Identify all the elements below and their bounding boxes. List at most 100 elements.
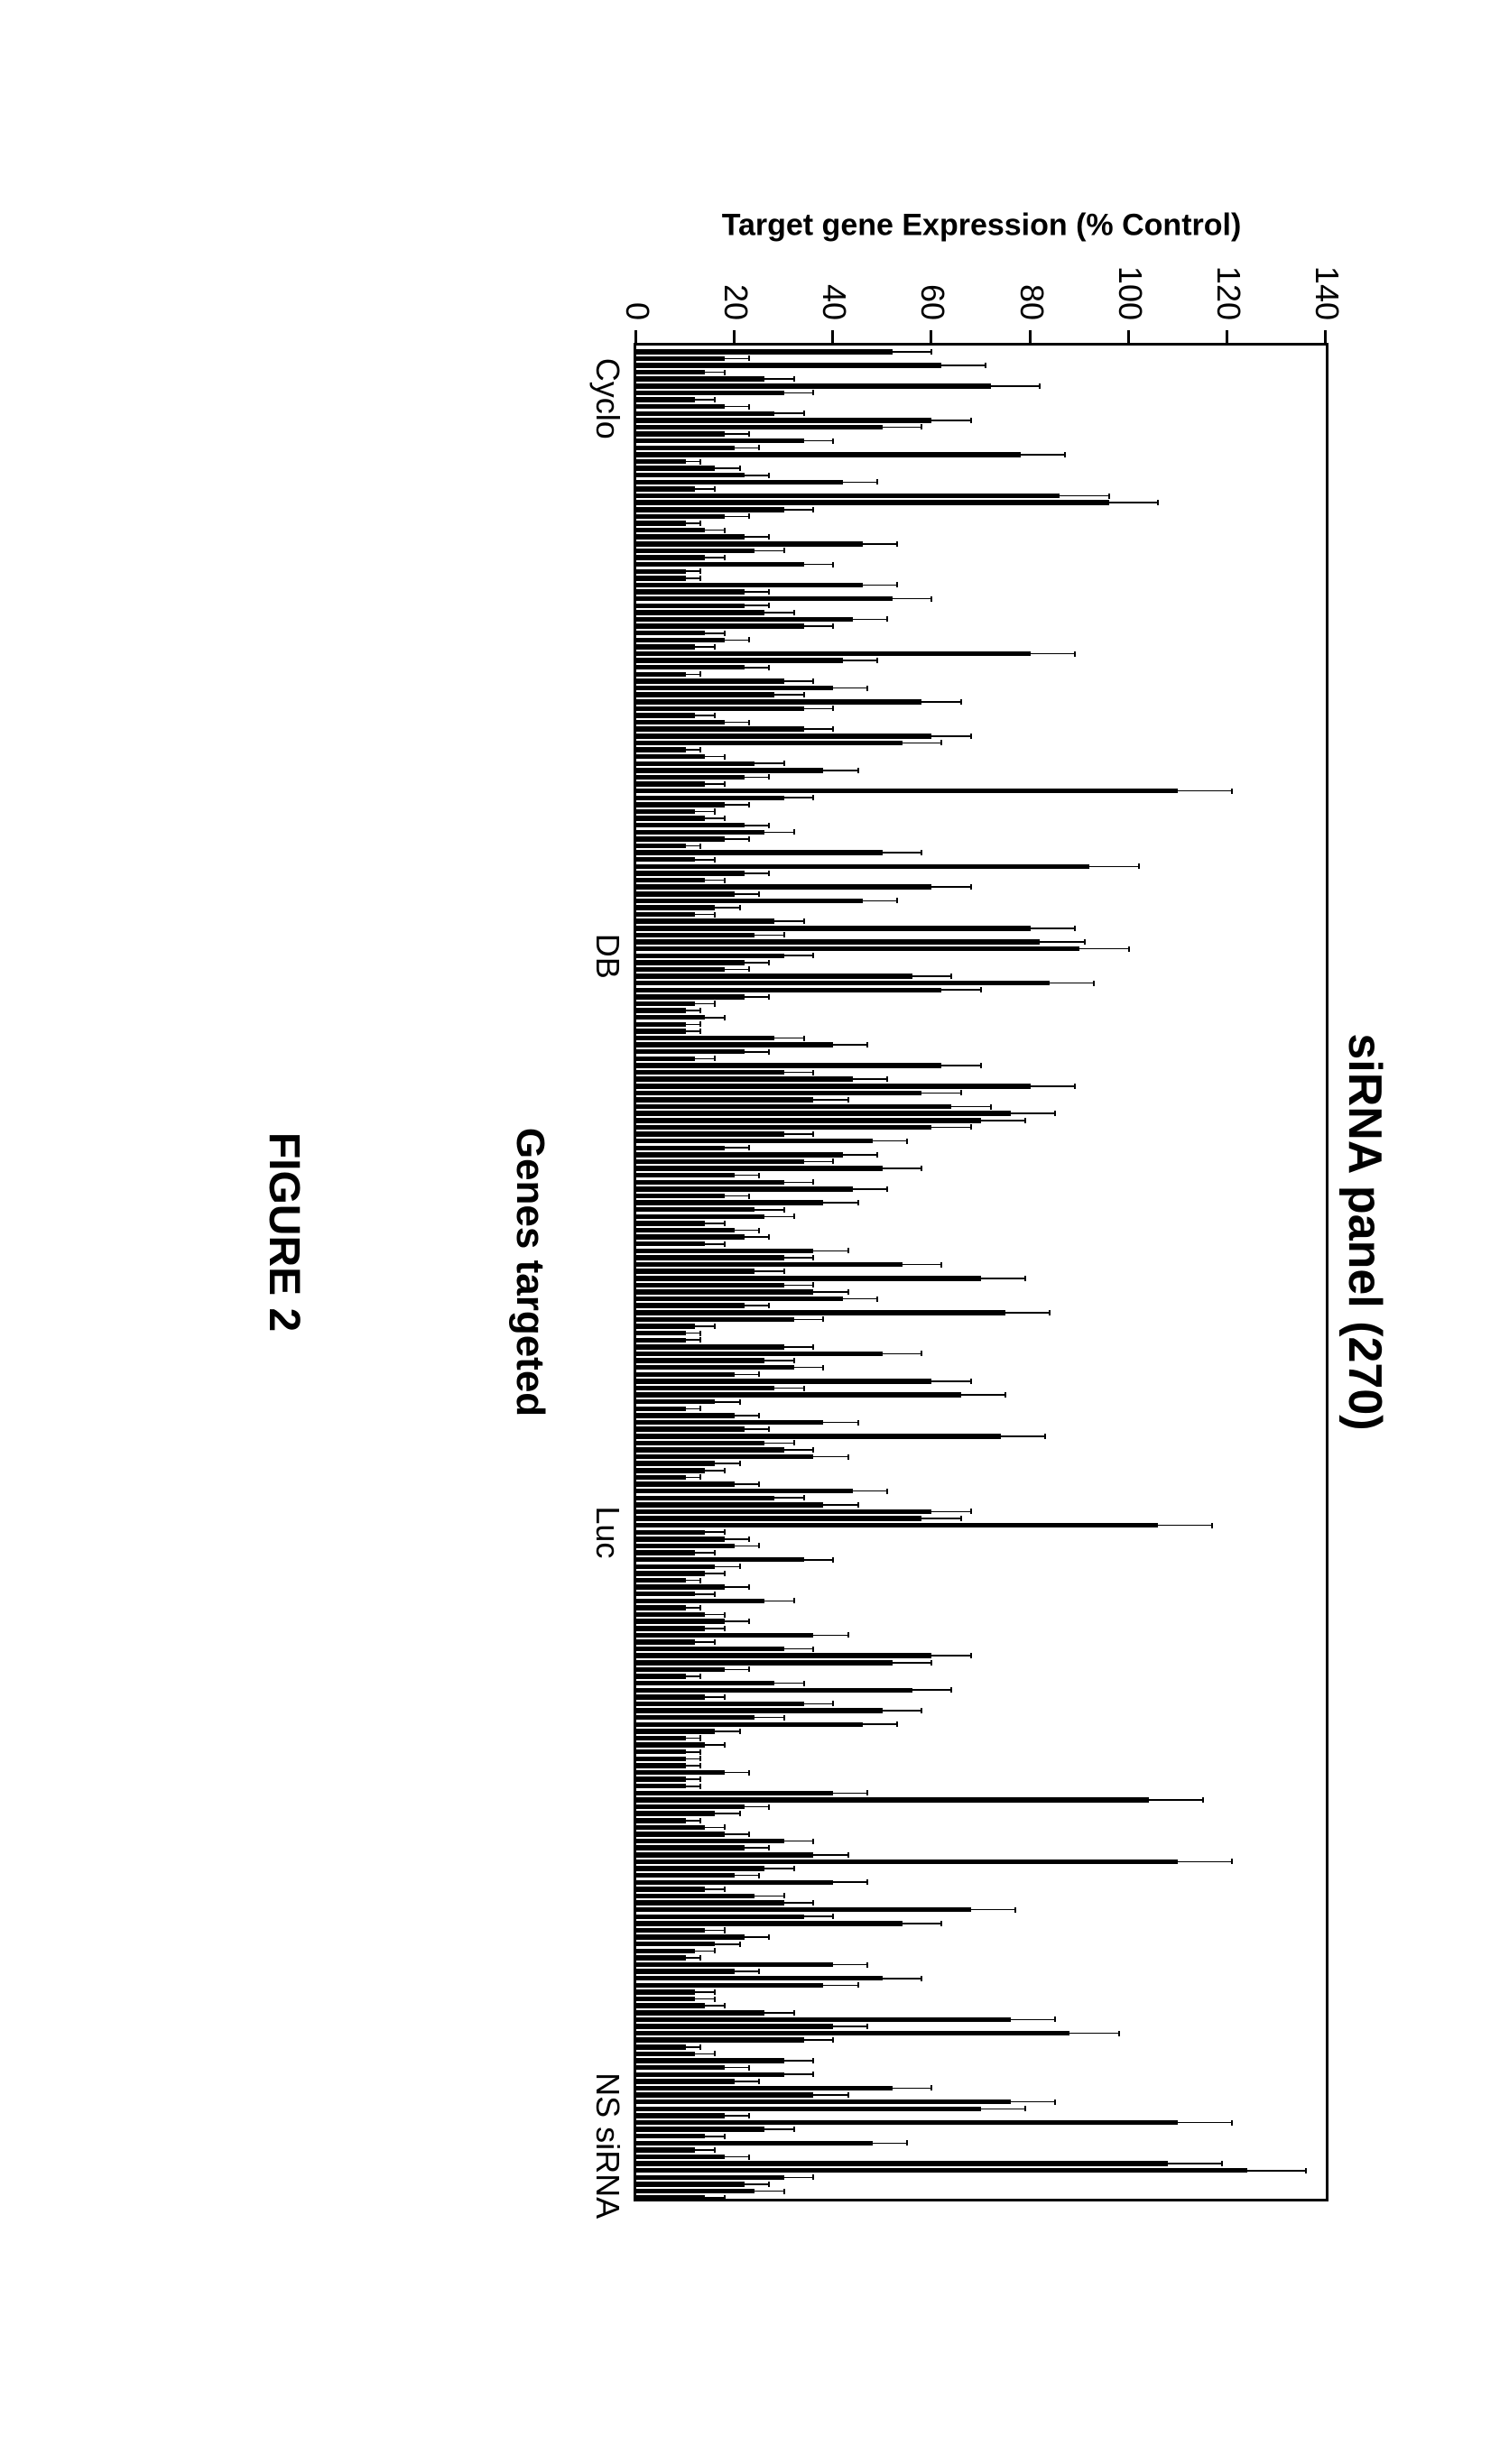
- bar: [636, 891, 735, 896]
- error-bar: [853, 1078, 887, 1080]
- error-bar: [833, 688, 867, 689]
- error-cap: [714, 1592, 716, 1597]
- error-bar: [705, 1243, 725, 1245]
- error-bar: [735, 1875, 759, 1877]
- error-cap: [812, 795, 814, 800]
- error-bar: [725, 1147, 749, 1149]
- error-bar: [764, 1868, 794, 1869]
- error-cap: [768, 1049, 770, 1055]
- bar: [636, 349, 893, 354]
- error-bar: [804, 1703, 834, 1705]
- error-bar: [981, 1278, 1025, 1279]
- error-bar: [695, 646, 715, 648]
- bar: [636, 562, 804, 567]
- error-bar: [774, 1683, 804, 1684]
- error-cap: [812, 2174, 814, 2180]
- error-bar: [745, 1936, 769, 1938]
- error-cap: [749, 1619, 751, 1624]
- error-bar: [745, 475, 769, 476]
- error-cap: [896, 898, 898, 903]
- error-bar: [1168, 2163, 1222, 2164]
- error-cap: [739, 1461, 741, 1466]
- error-bar: [715, 1943, 739, 1945]
- bar: [636, 507, 784, 512]
- bar: [636, 1708, 883, 1712]
- bar: [636, 796, 784, 800]
- error-cap: [1074, 926, 1076, 931]
- error-bar: [784, 680, 814, 682]
- bar: [636, 1928, 705, 1933]
- bar: [636, 775, 745, 780]
- bar: [636, 631, 705, 635]
- error-bar: [863, 585, 897, 586]
- error-bar: [715, 1730, 739, 1732]
- bar: [636, 596, 893, 601]
- y-tick-label: 60: [913, 235, 951, 320]
- error-cap: [699, 1763, 701, 1768]
- bar: [636, 2052, 695, 2056]
- bar: [636, 411, 774, 416]
- error-cap: [699, 1021, 701, 1027]
- error-bar: [705, 1744, 725, 1746]
- error-cap: [768, 1234, 770, 1240]
- error-bar: [745, 536, 769, 538]
- error-bar: [1031, 1085, 1075, 1087]
- error-cap: [970, 884, 972, 890]
- error-bar: [695, 914, 715, 916]
- error-cap: [832, 438, 834, 444]
- bar: [636, 1084, 1031, 1088]
- error-cap: [768, 871, 770, 876]
- bar: [636, 1125, 931, 1130]
- error-cap: [783, 548, 785, 553]
- error-bar: [941, 365, 986, 366]
- error-bar: [686, 1957, 700, 1959]
- error-bar: [705, 1573, 725, 1574]
- bar: [636, 2175, 784, 2180]
- error-cap: [724, 1824, 726, 1830]
- error-cap: [768, 1934, 770, 1940]
- bar: [636, 1276, 981, 1280]
- bar: [636, 1015, 705, 1020]
- error-cap: [699, 1776, 701, 1782]
- error-bar: [784, 1072, 814, 1074]
- error-bar: [912, 1689, 952, 1691]
- error-bar: [883, 427, 922, 429]
- error-cap: [699, 1756, 701, 1761]
- error-cap: [1305, 2168, 1307, 2173]
- error-bar: [853, 1490, 887, 1492]
- error-cap: [812, 1900, 814, 1906]
- y-tick: [1029, 330, 1032, 343]
- error-cap: [724, 1468, 726, 1473]
- error-cap: [699, 1578, 701, 1583]
- error-cap: [857, 1200, 859, 1205]
- bar: [636, 1241, 705, 1246]
- error-cap: [699, 1735, 701, 1740]
- bar: [636, 541, 863, 546]
- error-cap: [724, 878, 726, 883]
- error-bar: [735, 1483, 759, 1485]
- bar: [636, 549, 754, 553]
- error-cap: [960, 1090, 962, 1095]
- error-bar: [686, 845, 700, 847]
- error-cap: [749, 1145, 751, 1150]
- bar: [636, 1530, 705, 1535]
- error-bar: [686, 1339, 700, 1341]
- error-cap: [758, 1873, 760, 1878]
- error-bar: [686, 1477, 700, 1479]
- error-cap: [921, 1976, 923, 1981]
- error-cap: [1094, 981, 1096, 986]
- error-bar: [961, 1394, 1005, 1396]
- error-cap: [724, 1015, 726, 1020]
- bar: [636, 1694, 705, 1699]
- error-bar: [843, 1298, 877, 1300]
- bar: [636, 747, 686, 752]
- bar: [636, 1626, 705, 1630]
- bar: [636, 1502, 823, 1507]
- bar: [636, 1097, 813, 1102]
- bar: [636, 1234, 745, 1239]
- error-cap: [847, 1852, 849, 1858]
- error-cap: [866, 1962, 868, 1968]
- error-cap: [749, 431, 751, 437]
- error-cap: [714, 857, 716, 863]
- error-cap: [739, 905, 741, 910]
